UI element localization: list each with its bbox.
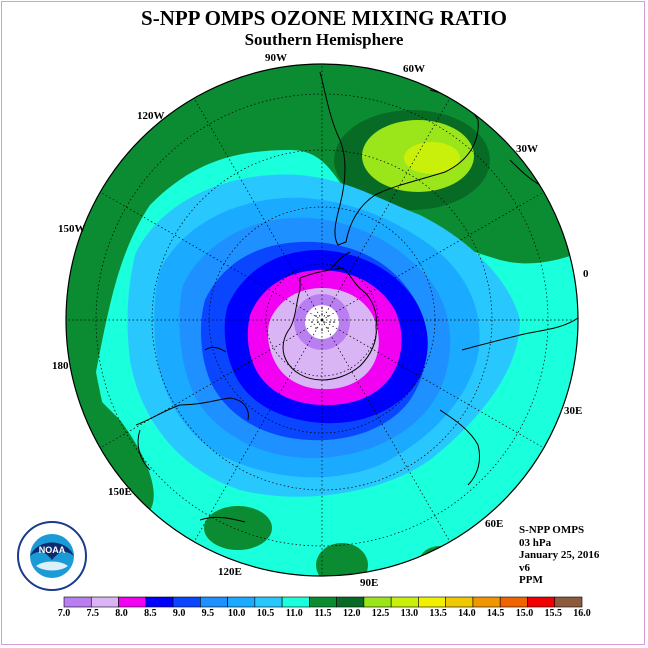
lon-label-150e: 150E xyxy=(108,486,132,498)
colorbar-label: 12.5 xyxy=(371,608,390,619)
colorbar-label: 11.5 xyxy=(314,608,332,619)
lon-label-30w: 30W xyxy=(516,143,538,155)
colorbar-label: 15.5 xyxy=(544,608,562,619)
lon-label-60e: 60E xyxy=(485,518,504,530)
info-block: S-NPP OMPS 03 hPa January 25, 2016 v6 PP… xyxy=(519,524,599,587)
colorbar-swatch xyxy=(145,596,174,608)
map-border xyxy=(65,63,579,577)
map-title: S-NPP OMPS OZONE MIXING RATIO xyxy=(141,6,507,30)
colorbar-swatch xyxy=(309,596,337,608)
band-11-5-blob-60e xyxy=(420,546,460,574)
colorbar-label: 7.5 xyxy=(86,608,100,619)
info-pressure: 03 hPa xyxy=(519,536,552,549)
polar-no-data xyxy=(305,305,339,339)
colorbar-swatch xyxy=(554,596,583,608)
colorbar-label: 8.0 xyxy=(115,608,128,619)
polar-dots xyxy=(311,307,335,331)
colorbar-swatch xyxy=(118,596,147,608)
colorbar-label: 15.0 xyxy=(515,608,534,619)
colorbar-swatch xyxy=(418,596,446,608)
colorbar-label: 9.0 xyxy=(172,608,186,619)
colorbar-label: 10.5 xyxy=(256,608,275,619)
map-subtitle: Southern Hemisphere xyxy=(244,30,404,49)
colorbar-label: 10.0 xyxy=(227,608,246,619)
lon-label-0: 0 xyxy=(583,268,589,280)
colorbar-label: 16.0 xyxy=(573,608,591,619)
band-11-5-lower-left xyxy=(66,360,154,510)
colorbar-label: 12.0 xyxy=(343,608,361,619)
colorbar-swatch xyxy=(499,596,528,608)
lon-label-30e: 30E xyxy=(564,405,583,417)
meridians xyxy=(66,64,578,576)
colorbar-label: 9.5 xyxy=(201,608,215,619)
lon-label-120e: 120E xyxy=(218,566,242,578)
colorbar-swatch xyxy=(445,596,474,608)
info-instrument: S-NPP OMPS xyxy=(519,524,585,536)
colorbar-label: 11.0 xyxy=(285,608,303,619)
noaa-logo-icon: NOAA xyxy=(17,521,87,591)
colorbar-swatch xyxy=(390,596,419,608)
colorbar-label: 8.5 xyxy=(144,608,157,619)
lon-label-180: 180 xyxy=(52,360,69,372)
colorbar-swatch xyxy=(227,596,256,608)
colorbar-swatch xyxy=(527,596,556,608)
noaa-logo-text: NOAA xyxy=(39,545,66,555)
colorbar-label: 7.0 xyxy=(57,608,71,619)
colorbar-label: 14.0 xyxy=(458,608,476,619)
colorbar-swatch xyxy=(63,596,92,608)
lon-label-90e: 90E xyxy=(360,577,379,589)
colorbar-swatch xyxy=(172,596,201,608)
colorbar-swatch xyxy=(281,596,310,608)
colorbar-swatch xyxy=(472,596,501,608)
info-version: v6 xyxy=(519,561,530,574)
info-date: January 25, 2016 xyxy=(519,549,600,561)
info-units: PPM xyxy=(519,574,543,586)
lon-label-120w: 120W xyxy=(137,110,165,122)
band-11-5-blob-90e xyxy=(316,543,368,576)
colorbar-swatch xyxy=(200,596,228,608)
lon-label-60w: 60W xyxy=(403,63,425,75)
colorbar-swatch xyxy=(254,596,283,608)
colorbar-label: 14.5 xyxy=(486,608,505,619)
lon-label-90w: 90W xyxy=(265,52,287,64)
colorbar-label: 13.5 xyxy=(429,608,447,619)
colorbar xyxy=(63,596,583,608)
lon-label-150w: 150W xyxy=(58,223,86,235)
colorbar-swatch xyxy=(90,596,119,608)
colorbar-swatch xyxy=(336,596,365,608)
band-11-5-blob-120e xyxy=(204,506,272,550)
coastlines xyxy=(135,71,578,523)
band-13-0 xyxy=(404,142,460,174)
colorbar-label: 13.0 xyxy=(400,608,419,619)
colorbar-swatch xyxy=(363,596,392,608)
